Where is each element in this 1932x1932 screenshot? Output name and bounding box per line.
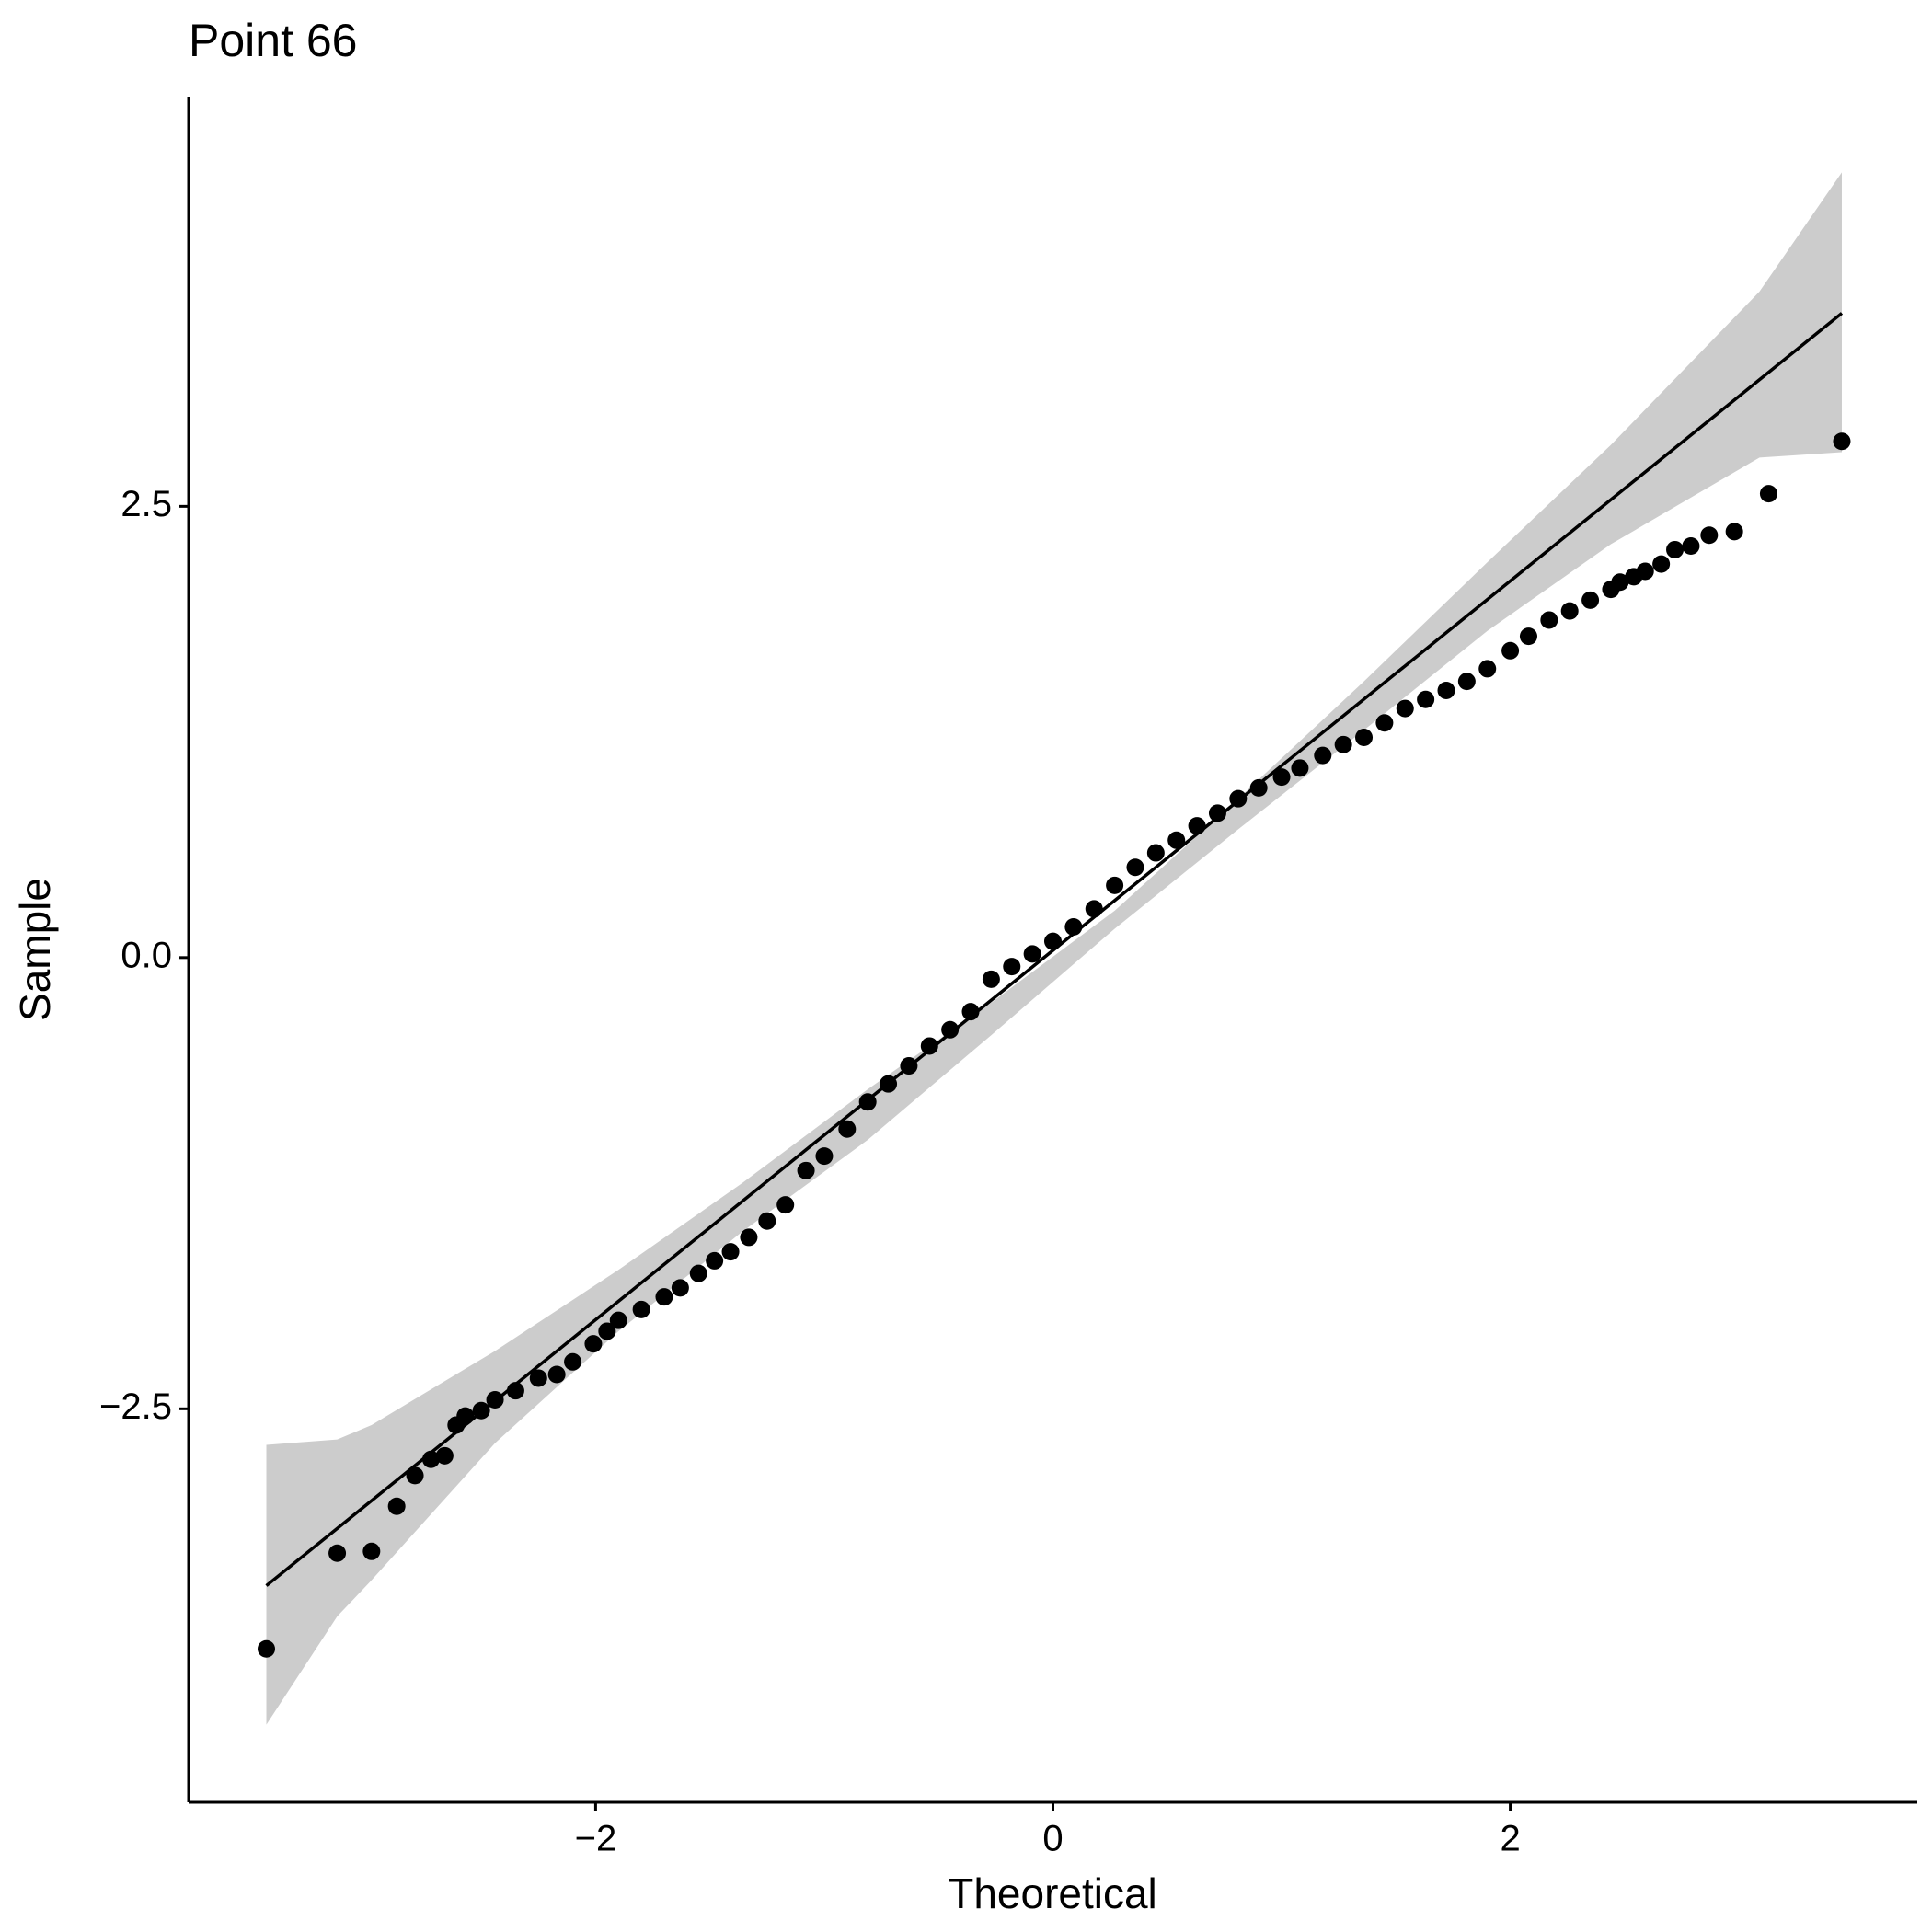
point [1272, 768, 1291, 787]
point [1540, 611, 1558, 629]
point [961, 1003, 980, 1021]
point [547, 1365, 566, 1384]
point [506, 1382, 524, 1400]
point [406, 1466, 424, 1485]
point [982, 970, 1000, 988]
point [1478, 660, 1497, 678]
point [1700, 526, 1719, 545]
point [1666, 540, 1685, 558]
point [815, 1147, 834, 1166]
point [1106, 876, 1124, 894]
point [1375, 714, 1394, 732]
point [486, 1390, 504, 1409]
y-axis-label: Sample [11, 878, 59, 1021]
y-tick-label: 0.0 [121, 935, 172, 975]
point [472, 1401, 490, 1420]
point [258, 1639, 276, 1658]
y-tick-label: −2.5 [99, 1386, 172, 1427]
point [529, 1369, 547, 1387]
point [1188, 817, 1206, 835]
point [1334, 735, 1352, 753]
point [1208, 804, 1226, 822]
point [1560, 602, 1579, 620]
point [1146, 844, 1165, 862]
point [880, 1075, 898, 1093]
point [740, 1228, 758, 1247]
x-tick-label: −2 [575, 1819, 617, 1859]
point [776, 1196, 795, 1214]
point [1003, 958, 1021, 976]
x-tick-label: 2 [1500, 1819, 1520, 1859]
point [1581, 591, 1600, 609]
point [1833, 432, 1851, 451]
point [941, 1020, 960, 1039]
point [435, 1446, 454, 1465]
point [1759, 485, 1777, 503]
point [1437, 681, 1455, 699]
point [1229, 789, 1248, 808]
point [689, 1264, 707, 1282]
point [706, 1251, 724, 1270]
point [632, 1300, 650, 1318]
point [609, 1311, 627, 1329]
point [1023, 945, 1041, 963]
point [1725, 523, 1743, 541]
chart-title: Point 66 [189, 15, 357, 66]
point [1249, 778, 1268, 797]
point [598, 1322, 616, 1340]
point [797, 1161, 815, 1179]
point [387, 1497, 406, 1515]
point [1417, 690, 1435, 708]
point [1396, 699, 1414, 718]
point [421, 1450, 440, 1468]
point [655, 1288, 673, 1306]
point [858, 1093, 877, 1111]
point [1314, 746, 1332, 765]
point [900, 1057, 918, 1075]
x-axis-label: Theoretical [948, 1869, 1157, 1917]
point [1291, 759, 1309, 777]
point [1636, 562, 1654, 581]
point [671, 1279, 689, 1297]
point [362, 1542, 381, 1560]
point [1044, 932, 1062, 950]
point [838, 1120, 857, 1138]
point [721, 1243, 740, 1261]
x-tick-label: 0 [1042, 1819, 1063, 1859]
point [1682, 537, 1700, 556]
point [1457, 673, 1476, 691]
point [1519, 627, 1537, 646]
point [584, 1335, 603, 1353]
point [1501, 641, 1520, 660]
point [1064, 917, 1083, 936]
point [1126, 858, 1144, 877]
point [456, 1407, 475, 1425]
point [920, 1037, 938, 1055]
point [1652, 555, 1671, 573]
point [1611, 573, 1629, 592]
point [328, 1544, 347, 1562]
point [1355, 728, 1374, 746]
point [564, 1352, 582, 1371]
point [758, 1212, 776, 1230]
point [1167, 831, 1186, 849]
y-tick-label: 2.5 [121, 484, 172, 524]
point [1085, 900, 1103, 918]
